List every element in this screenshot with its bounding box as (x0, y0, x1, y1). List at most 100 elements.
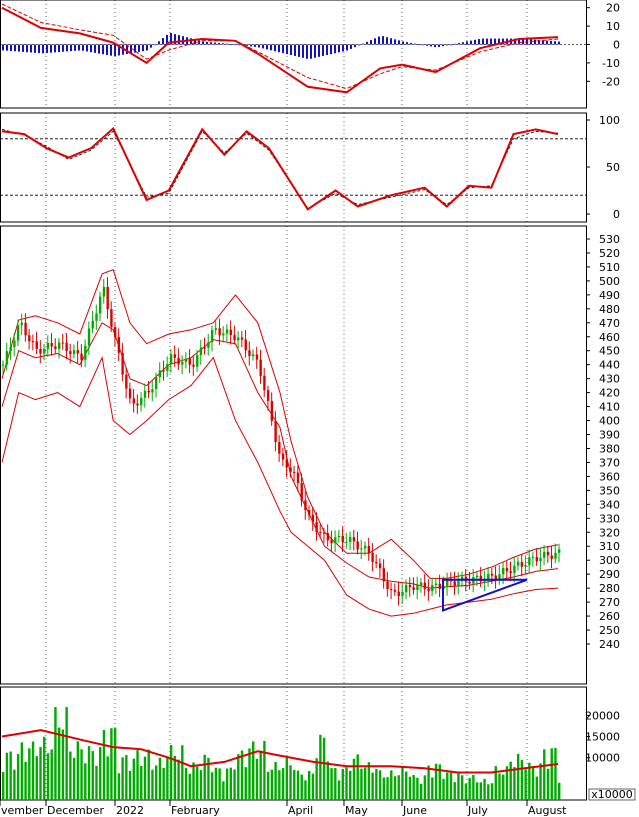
volume-bar (13, 769, 16, 800)
candle-body (214, 328, 218, 330)
volume-bar (50, 749, 53, 800)
candle-body (315, 522, 318, 533)
candle-body (502, 568, 505, 575)
macd-histogram-bar (278, 44, 280, 53)
candle-body (431, 585, 434, 592)
volume-bar (177, 759, 180, 800)
volume-bar (453, 782, 456, 800)
volume-bar (311, 773, 315, 800)
volume-bar (169, 745, 173, 800)
x-tick-label: February (171, 804, 220, 817)
candle-body (76, 350, 80, 354)
volume-bar (475, 782, 479, 800)
candle-body (356, 541, 359, 550)
candle-body (87, 328, 91, 346)
candle-body (69, 351, 72, 355)
macd-histogram-bar (6, 44, 8, 51)
x-tick-label: May (345, 804, 368, 817)
candle-body (199, 347, 203, 356)
candle-body (255, 354, 259, 360)
macd-histogram-bar (50, 44, 52, 53)
volume-bar (319, 734, 322, 800)
candle-body (188, 358, 191, 365)
y-tick-label: 390 (599, 429, 620, 442)
volume-bar (337, 780, 341, 800)
macd-histogram-bar (62, 44, 64, 52)
candle-body (203, 347, 206, 349)
candle-body (9, 347, 12, 352)
candle-body (132, 398, 136, 404)
y-tick-label: 530 (599, 233, 620, 246)
macd-histogram-bar (102, 44, 104, 55)
volume-bar (304, 780, 307, 800)
candle-body (113, 327, 117, 338)
candle-body (371, 552, 374, 562)
volume-bar (274, 761, 277, 800)
candle-body (229, 329, 233, 336)
candle-body (513, 565, 516, 573)
y-tick-label: 480 (599, 303, 620, 316)
candle-body (546, 551, 550, 556)
macd-histogram-bar (418, 44, 420, 46)
macd-histogram-bar (302, 44, 304, 58)
candle-body (222, 333, 225, 336)
candle-body (102, 286, 106, 297)
volume-bar (248, 748, 251, 800)
macd-histogram-bar (194, 39, 196, 45)
volume-bar (28, 748, 31, 800)
volume-bar (233, 769, 236, 800)
macd-histogram-bar (502, 38, 504, 45)
macd-histogram-bar (402, 41, 404, 45)
volume-bar (20, 742, 24, 800)
volume-bar (65, 707, 68, 800)
macd-histogram-bar (190, 38, 192, 45)
macd-histogram-bar (306, 44, 308, 59)
candle-body (99, 296, 102, 314)
volume-bar (397, 775, 400, 800)
candle-body (281, 453, 285, 460)
volume-bar (367, 762, 371, 800)
candle-body (509, 571, 512, 573)
macd-histogram-bar (294, 44, 296, 56)
candle-body (154, 377, 158, 390)
y-tick-label: -10 (602, 57, 620, 70)
macd-histogram-bar (38, 44, 40, 54)
x-tick-label: June (402, 804, 427, 817)
macd-histogram-bar (158, 41, 160, 45)
candle-body (468, 581, 471, 584)
y-tick-label: 400 (599, 415, 620, 428)
macd-histogram-bar (206, 41, 208, 45)
volume-bar (229, 767, 233, 800)
macd-histogram-bar (250, 44, 252, 47)
candle-body (110, 309, 113, 328)
volume-bar (222, 781, 225, 800)
volume-bar (5, 752, 9, 800)
macd-histogram-bar (354, 44, 356, 48)
y-tick-label: 300 (599, 554, 620, 567)
volume-bar (546, 768, 550, 800)
volume-bar (371, 772, 374, 800)
candle-body (225, 329, 229, 334)
y-tick-label: 470 (599, 317, 620, 330)
volume-bar (91, 751, 94, 800)
volume-bar (516, 753, 520, 800)
y-tick-label: 20000 (585, 709, 620, 722)
volume-bar (252, 741, 255, 800)
macd-histogram-bar (14, 44, 16, 52)
macd-histogram-bar (398, 40, 400, 45)
macd-histogram-bar (382, 36, 384, 45)
candle-body (405, 584, 408, 592)
macd-histogram-bar (98, 44, 100, 54)
macd-histogram-bar (34, 44, 36, 53)
volume-moving-average (1, 729, 559, 774)
volume-bar (16, 754, 20, 800)
y-tick-label: 360 (599, 470, 620, 483)
macd-histogram-bar (322, 44, 324, 56)
macd-histogram-bar (410, 42, 412, 45)
macd-histogram-bar (42, 44, 44, 54)
macd-histogram-bar (178, 35, 180, 45)
volume-bar (9, 751, 12, 800)
volume-bar (539, 763, 542, 800)
volume-bar (87, 746, 91, 800)
y-tick-label: 490 (599, 289, 620, 302)
